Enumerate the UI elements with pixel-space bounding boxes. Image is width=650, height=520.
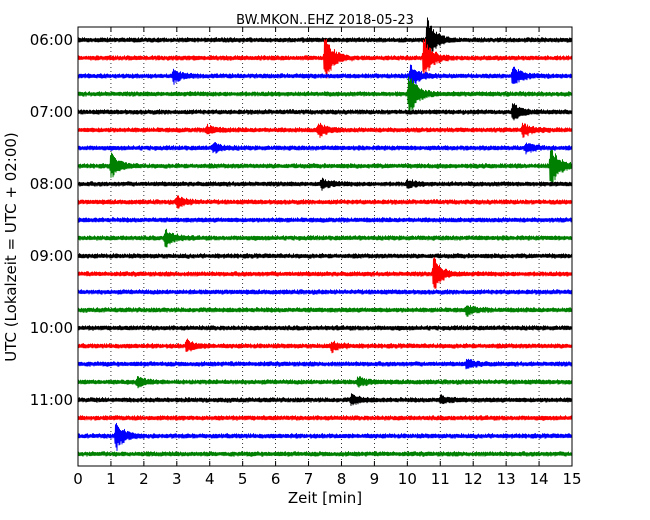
trace-1100 [77, 393, 573, 406]
trace-0915 [77, 257, 573, 289]
x-tick-label-8: 8 [337, 470, 347, 488]
trace-0645 [77, 76, 573, 115]
x-tick-label-2: 2 [139, 470, 149, 488]
trace-1015 [77, 338, 573, 354]
trace-1000 [77, 325, 573, 331]
trace-0945 [77, 305, 573, 317]
y-tick-label-0800: 08:00 [30, 175, 73, 193]
trace-1145 [77, 451, 573, 457]
trace-1130 [77, 422, 573, 451]
chart-title: BW.MKON..EHZ 2018-05-23 [236, 13, 414, 28]
y-tick-label-0700: 07:00 [30, 103, 73, 121]
x-tick-label-10: 10 [398, 470, 417, 488]
trace-0700 [77, 103, 573, 121]
x-tick-label-7: 7 [304, 470, 314, 488]
x-tick-label-14: 14 [530, 470, 549, 488]
trace-1115 [77, 415, 573, 421]
trace-0900 [77, 253, 573, 259]
trace-1030 [77, 358, 573, 370]
trace-0815 [77, 195, 573, 209]
trace-1045 [77, 376, 573, 389]
x-tick-label-4: 4 [205, 470, 215, 488]
trace-0730 [77, 142, 573, 155]
x-tick-label-1: 1 [106, 470, 116, 488]
x-tick-label-6: 6 [271, 470, 281, 488]
trace-0930 [77, 289, 573, 295]
x-tick-label-0: 0 [73, 470, 83, 488]
y-tick-label-1000: 10:00 [30, 319, 73, 337]
x-axis-label: Zeit [min] [288, 489, 362, 507]
seismic-traces [77, 17, 573, 457]
axis-ticks: 0 1 2 3 4 5 6 7 8 9 10 11 12 13 14 1506:0007:0008:0009:… [30, 27, 582, 488]
x-tick-label-13: 13 [497, 470, 516, 488]
plot-frame [77, 26, 573, 467]
trace-0615 [77, 38, 573, 79]
y-axis-label: UTC (Lokalzeit = UTC + 02:00) [2, 132, 20, 362]
y-tick-label-0600: 06:00 [30, 31, 73, 49]
x-tick-label-3: 3 [172, 470, 182, 488]
trace-0830 [77, 217, 573, 223]
y-tick-label-1100: 11:00 [30, 391, 73, 409]
x-tick-label-12: 12 [464, 470, 483, 488]
trace-0845 [77, 228, 573, 248]
x-tick-label-5: 5 [238, 470, 248, 488]
x-tick-label-11: 11 [431, 470, 450, 488]
x-tick-label-15: 15 [562, 470, 581, 488]
trace-0745 [77, 149, 573, 186]
trace-0800 [77, 177, 573, 191]
y-tick-label-0900: 09:00 [30, 247, 73, 265]
x-tick-label-9: 9 [370, 470, 380, 488]
trace-0715 [77, 122, 573, 138]
trace-0630 [77, 64, 573, 86]
